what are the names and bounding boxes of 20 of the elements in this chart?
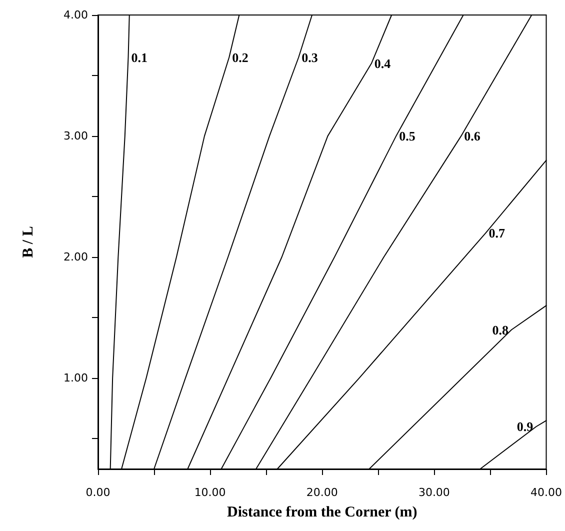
x-tick-label: 20.00 <box>306 486 338 499</box>
series-label: 0.6 <box>464 128 481 144</box>
y-axis-title: B / L <box>20 226 36 258</box>
y-tick-label: 1.00 <box>64 372 88 385</box>
x-tick-label: 10.00 <box>194 486 226 499</box>
series-label: 0.3 <box>302 50 318 65</box>
y-tick-label: 2.00 <box>64 250 88 264</box>
series-label: 0.4 <box>374 56 392 71</box>
y-tick-label: 3.00 <box>64 130 88 143</box>
series-label: 0.2 <box>232 50 248 65</box>
series-label: 0.5 <box>399 128 416 144</box>
x-tick-label: 30.00 <box>418 486 450 499</box>
series-label: 0.1 <box>131 50 148 65</box>
y-tick-label: 4.00 <box>64 8 88 22</box>
series-label: 0.8 <box>492 322 510 338</box>
x-axis-title: Distance from the Corner (m) <box>227 504 418 520</box>
series-label: 0.9 <box>516 419 534 434</box>
x-tick-label: 0.00 <box>86 486 110 499</box>
x-tick-label: 40.00 <box>530 486 562 499</box>
series-label: 0.7 <box>488 225 506 240</box>
